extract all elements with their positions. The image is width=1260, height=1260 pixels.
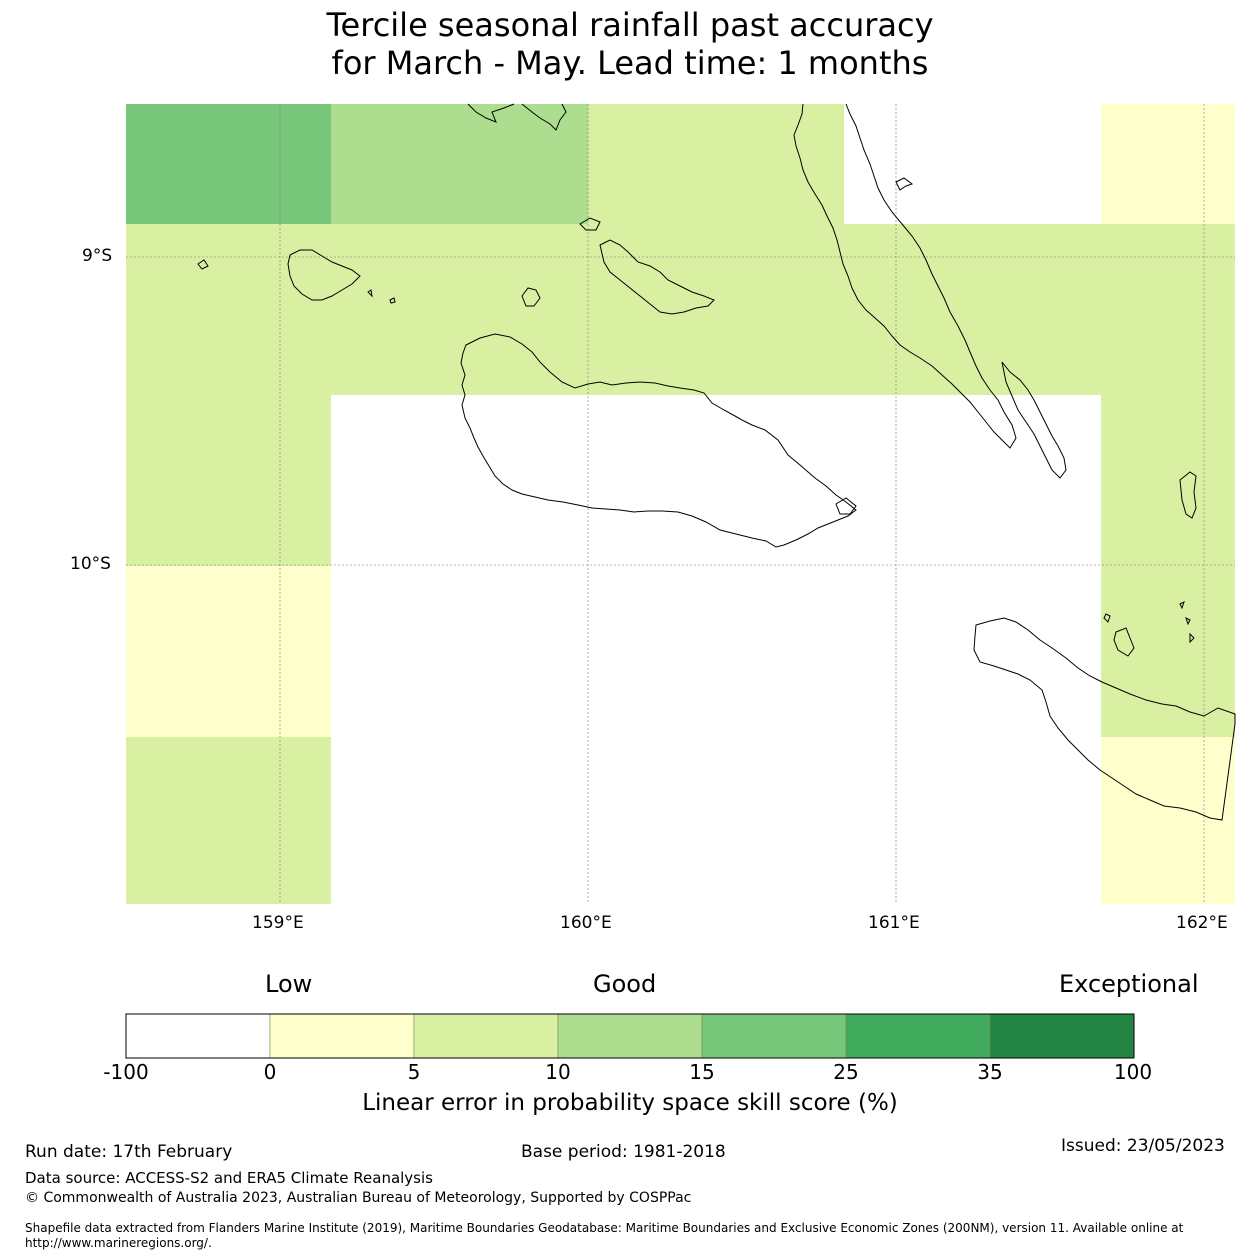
- east-islet-1: [1103, 613, 1111, 623]
- colorbar-label: Linear error in probability space skill …: [362, 1090, 898, 1116]
- colorbar-border: [125, 1013, 1135, 1059]
- islet-2: [389, 297, 396, 304]
- map-title-line1: Tercile seasonal rainfall past accuracy: [326, 6, 934, 44]
- base-period: Base period: 1981-2018: [521, 1142, 726, 1162]
- colorbar-segment: [701, 1013, 847, 1059]
- skill-cells: [126, 104, 1235, 904]
- cbar-tick: 100: [1113, 1060, 1153, 1084]
- cell-score-10: [126, 224, 1235, 395]
- islet-3: [367, 289, 373, 298]
- colorbar-segment: [413, 1013, 559, 1059]
- florida-north: [467, 103, 515, 123]
- east-island-2: [1113, 627, 1135, 657]
- colorbar-segment: [845, 1013, 991, 1059]
- east-islet-3: [1185, 617, 1191, 626]
- category-good: Good: [593, 970, 657, 998]
- lat-label-10s: 10°S: [70, 554, 111, 574]
- islet-1: [197, 259, 209, 270]
- bellona-small: [895, 177, 914, 191]
- russell-islands: [287, 249, 361, 301]
- guadalcanal-coast: [460, 333, 857, 548]
- lon-label-162e: 162°E: [1176, 913, 1228, 933]
- cell-score-10: [126, 737, 331, 904]
- colorbar-segment: [989, 1013, 1135, 1059]
- cell-score-10: [126, 395, 331, 566]
- malaita-coast: [793, 103, 1017, 449]
- cbar-tick: 10: [545, 1060, 571, 1084]
- cbar-tick: 35: [977, 1060, 1003, 1084]
- malaita-south-coast: [1001, 361, 1067, 479]
- coastlines: [197, 103, 1236, 821]
- issued-date: Issued: 23/05/2023: [1061, 1136, 1225, 1156]
- lon-label-159e: 159°E: [252, 913, 304, 933]
- cell-score-25: [126, 104, 331, 224]
- cbar-tick: 15: [689, 1060, 715, 1084]
- category-exceptional: Exceptional: [1059, 970, 1199, 998]
- florida-north-2: [521, 103, 567, 131]
- shapefile-credit-line2: http://www.marineregions.org/.: [25, 1236, 212, 1250]
- east-islet-2: [1179, 601, 1185, 610]
- cell-score-10: [588, 104, 844, 224]
- map-title-line2: for March - May. Lead time: 1 months: [331, 44, 929, 82]
- cell-score-15: [331, 104, 588, 224]
- cell-score-10: [1101, 395, 1235, 737]
- colorbar-segment: [269, 1013, 415, 1059]
- east-islet-4: [1189, 632, 1195, 644]
- run-date: Run date: 17th February: [25, 1142, 233, 1162]
- guadalcanal-east-islet: [835, 497, 857, 515]
- colorbar: [125, 1013, 1135, 1059]
- lon-label-160e: 160°E: [560, 913, 612, 933]
- cbar-tick: 5: [407, 1060, 421, 1084]
- graticule: [126, 104, 1235, 904]
- colorbar-segment: [557, 1013, 703, 1059]
- data-source: Data source: ACCESS-S2 and ERA5 Climate …: [25, 1169, 433, 1187]
- nggela-coast: [599, 239, 715, 315]
- islet-4: [579, 217, 601, 231]
- colorbar-segment: [125, 1013, 271, 1059]
- lon-label-161e: 161°E: [868, 913, 920, 933]
- cell-score-5: [126, 566, 331, 737]
- cbar-tick: 25: [833, 1060, 859, 1084]
- cbar-tick: -100: [103, 1060, 149, 1084]
- savo-island: [521, 287, 541, 307]
- copyright: © Commonwealth of Australia 2023, Austra…: [25, 1190, 692, 1206]
- category-low: Low: [265, 970, 313, 998]
- makira-coast: [973, 617, 1236, 821]
- east-island-1: [1179, 471, 1197, 519]
- cbar-tick: 0: [263, 1060, 277, 1084]
- cell-score-5: [1101, 104, 1235, 224]
- lat-label-9s: 9°S: [82, 246, 113, 266]
- shapefile-credit-line1: Shapefile data extracted from Flanders M…: [25, 1221, 1184, 1235]
- cell-score-5: [1101, 737, 1235, 904]
